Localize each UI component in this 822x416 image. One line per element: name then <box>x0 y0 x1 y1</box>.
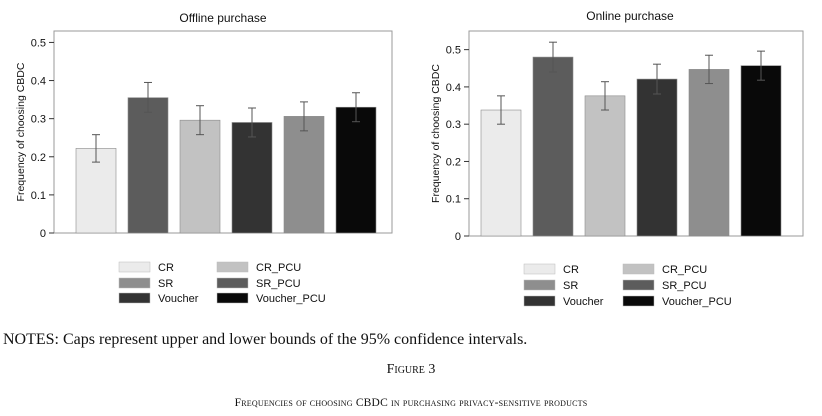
bar-cr-pcu <box>532 56 574 237</box>
legend-label: Voucher_PCU <box>662 296 732 308</box>
legend-swatch-voucher-pcu <box>216 292 249 304</box>
legend-swatch-cr-pcu <box>622 263 655 275</box>
legend-swatch-sr-pcu <box>216 277 249 289</box>
y-axis-label: Frequency of choosing CBDC <box>15 62 27 201</box>
bar-sr <box>179 119 221 234</box>
legend-label: SR_PCU <box>662 280 707 292</box>
legend-label: CR <box>563 264 579 276</box>
legend-label: CR_PCU <box>256 262 301 274</box>
bar-sr-pcu <box>231 122 273 234</box>
legend-label: CR_PCU <box>662 264 707 276</box>
bar-voucher-pcu <box>335 106 377 234</box>
bar-voucher-pcu <box>740 65 782 237</box>
legend-swatch-sr <box>523 279 556 291</box>
online-purchase-chart: Online purchase 0 0.1 0.2 0.3 0.4 0.5 Frequency… <box>430 9 804 308</box>
figure-label: Figure 3 <box>386 362 436 377</box>
y-tick-label: 0.4 <box>446 82 461 94</box>
y-axis-label: Frequency of choosing CBDC <box>430 64 442 203</box>
y-tick-label: 0 <box>455 231 461 243</box>
legend-label: Voucher_PCU <box>256 293 326 305</box>
y-tick-label: 0.3 <box>31 114 46 126</box>
y-tick-label: 0.5 <box>31 37 46 49</box>
bar-sr-pcu <box>636 78 678 237</box>
online-chart-panel: Online purchase 0 0.1 0.2 0.3 0.4 0.5 Frequency… <box>411 0 822 325</box>
bar-sr <box>584 95 626 237</box>
plot-frame <box>468 30 804 237</box>
y-tick-label: 0.5 <box>446 45 461 57</box>
legend-swatch-cr <box>118 261 151 273</box>
legend-swatch-sr-pcu <box>622 279 655 291</box>
bar-voucher <box>283 116 325 234</box>
legend-swatch-voucher <box>523 295 556 307</box>
y-tick-label: 0 <box>40 228 46 240</box>
figure-notes: NOTES: Caps represent upper and lower bo… <box>3 331 528 348</box>
offline-purchase-chart: Offline purchase 0 0.1 0.2 0.3 0.4 0.5 Frequenc… <box>15 11 393 305</box>
y-tick-label: 0.2 <box>31 152 46 164</box>
legend-swatch-cr <box>523 263 556 275</box>
plot-frame <box>53 30 393 234</box>
bar-cr <box>480 109 522 237</box>
legend-label: SR <box>563 280 578 292</box>
legend-label: CR <box>158 262 174 274</box>
y-tick-label: 0.3 <box>446 119 461 131</box>
y-tick-label: 0.2 <box>446 156 461 168</box>
y-tick-label: 0.1 <box>446 194 461 206</box>
legend-swatch-voucher-pcu <box>622 295 655 307</box>
legend-label: SR <box>158 278 173 290</box>
offline-chart-panel: Offline purchase 0 0.1 0.2 0.3 0.4 0.5 Frequenc… <box>0 0 411 325</box>
y-tick-label: 0.4 <box>31 76 46 88</box>
legend-swatch-sr <box>118 277 151 289</box>
legend-swatch-cr-pcu <box>216 261 249 273</box>
y-tick-label: 0.1 <box>31 190 46 202</box>
bar-cr-pcu <box>127 97 169 234</box>
legend-label: SR_PCU <box>256 278 301 290</box>
chart-title: Online purchase <box>586 9 674 23</box>
legend-label: Voucher <box>563 296 604 308</box>
bar-voucher <box>688 69 730 237</box>
legend-label: Voucher <box>158 293 199 305</box>
figure-caption: Frequencies of choosing CBDC in purchasi… <box>234 397 588 409</box>
legend-swatch-voucher <box>118 292 151 304</box>
chart-title: Offline purchase <box>179 11 266 25</box>
